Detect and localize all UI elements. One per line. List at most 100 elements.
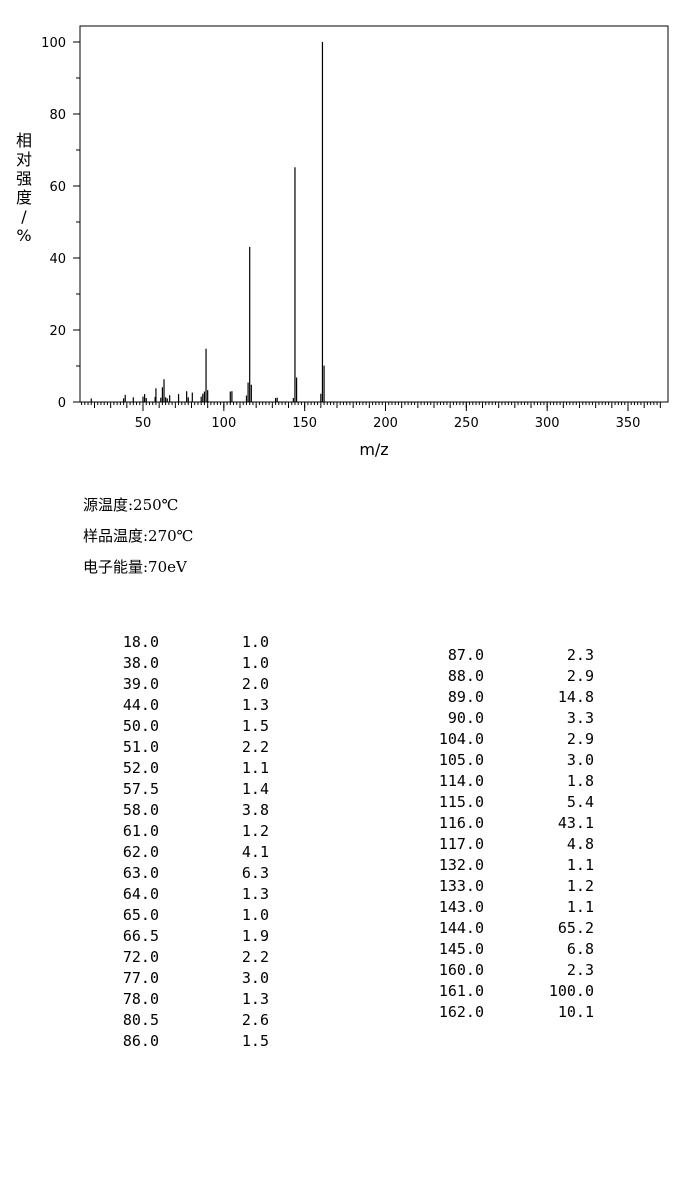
table-row: 65.0 1.0: [0, 905, 687, 926]
intensity-value: 4.8: [566, 835, 594, 853]
mz-value: 117.0: [438, 835, 484, 853]
intensity-value: 3.3: [566, 709, 594, 727]
mz-value: 65.0: [122, 906, 159, 924]
x-tick-label: 250: [454, 416, 479, 431]
mz-value: 72.0: [122, 948, 159, 966]
table-row: 90.0 3.3: [0, 708, 687, 729]
intensity-value: 1.1: [241, 759, 269, 777]
table-row: 77.0 3.0: [0, 968, 687, 989]
intensity-value: 2.3: [566, 646, 594, 664]
intensity-value: 43.1: [557, 814, 594, 832]
table-row: 116.0 43.1: [0, 813, 687, 834]
table-row: 51.0 2.2: [0, 737, 687, 758]
intensity-value: 100.0: [548, 982, 594, 1000]
y-axis-label-char: 强: [16, 169, 32, 188]
mz-value: 61.0: [122, 822, 159, 840]
condition-line: 样品温度:270℃: [83, 527, 194, 545]
intensity-value: 3.0: [566, 751, 594, 769]
x-tick-label: 300: [535, 416, 560, 431]
y-tick-label: 20: [49, 324, 66, 339]
mz-value: 133.0: [438, 877, 484, 895]
table-row: 161.0 100.0: [0, 981, 687, 1002]
table-row: 143.0 1.1: [0, 897, 687, 918]
mz-value: 86.0: [122, 1032, 159, 1050]
y-axis-label-char: %: [16, 226, 31, 245]
table-row: 145.0 6.8: [0, 939, 687, 960]
intensity-value: 2.9: [566, 667, 594, 685]
mz-value: 57.5: [122, 780, 159, 798]
intensity-value: 1.8: [566, 772, 594, 790]
mz-value: 132.0: [438, 856, 484, 874]
y-tick-label: 80: [49, 108, 66, 123]
mz-value: 145.0: [438, 940, 484, 958]
x-tick-label: 50: [135, 416, 152, 431]
table-row: 80.5 2.6: [0, 1010, 687, 1031]
mz-value: 78.0: [122, 990, 159, 1008]
mz-value: 162.0: [438, 1003, 484, 1021]
y-tick-label: 0: [58, 396, 66, 411]
table-row: 66.5 1.9: [0, 926, 687, 947]
mz-value: 80.5: [122, 1011, 159, 1029]
mass-spectrum-chart: 50 100 150 200 250 300 350 0 20 40 60 80 100 m/z 相对…: [16, 25, 669, 459]
intensity-value: 1.2: [566, 877, 594, 895]
intensity-value: 10.1: [557, 1003, 594, 1021]
table-row: 64.0 1.3: [0, 884, 687, 905]
mz-value: 89.0: [447, 688, 484, 706]
mz-value: 39.0: [122, 675, 159, 693]
table-row: 58.0 3.8: [0, 800, 687, 821]
y-tick-label: 100: [41, 36, 66, 51]
table-row: 63.0 6.3: [0, 863, 687, 884]
mz-value: 18.0: [122, 633, 159, 651]
mz-value: 87.0: [447, 646, 484, 664]
mz-value: 63.0: [122, 864, 159, 882]
peak-table-left: 18.0 1.0 38.0 1.0 39.0 2.0 44.0 1.3 50.0 1.5 51.0 2…: [0, 632, 687, 1052]
mz-value: 115.0: [438, 793, 484, 811]
mz-value: 104.0: [438, 730, 484, 748]
table-row: 105.0 3.0: [0, 750, 687, 771]
table-row: 44.0 1.3: [0, 695, 687, 716]
mz-value: 58.0: [122, 801, 159, 819]
intensity-value: 5.4: [566, 793, 594, 811]
y-tick-label: 40: [49, 252, 66, 267]
intensity-value: 1.3: [241, 990, 269, 1008]
mz-value: 144.0: [438, 919, 484, 937]
table-row: 52.0 1.1: [0, 758, 687, 779]
table-row: 62.0 4.1: [0, 842, 687, 863]
y-tick-label: 60: [49, 180, 66, 195]
intensity-value: 3.0: [241, 969, 269, 987]
y-axis-label-char: 度: [16, 188, 32, 207]
mz-value: 44.0: [122, 696, 159, 714]
condition-line: 电子能量:70eV: [83, 558, 187, 576]
mz-value: 50.0: [122, 717, 159, 735]
mz-value: 64.0: [122, 885, 159, 903]
intensity-value: 4.1: [241, 843, 269, 861]
x-tick-label: 100: [211, 416, 236, 431]
table-row: 87.0 2.3: [0, 645, 687, 666]
table-row: 38.0 1.0: [0, 653, 687, 674]
table-row: 72.0 2.2: [0, 947, 687, 968]
table-row: 18.0 1.0: [0, 632, 687, 653]
intensity-value: 65.2: [557, 919, 594, 937]
mz-value: 90.0: [447, 709, 484, 727]
mz-value: 105.0: [438, 751, 484, 769]
table-row: 86.0 1.5: [0, 1031, 687, 1052]
mz-value: 66.5: [122, 927, 159, 945]
table-row: 50.0 1.5: [0, 716, 687, 737]
table-row: 115.0 5.4: [0, 792, 687, 813]
table-row: 104.0 2.9: [0, 729, 687, 750]
intensity-value: 1.2: [241, 822, 269, 840]
table-row: 132.0 1.1: [0, 855, 687, 876]
intensity-value: 1.1: [566, 856, 594, 874]
table-row: 88.0 2.9: [0, 666, 687, 687]
table-row: 39.0 2.0: [0, 674, 687, 695]
peak-table-right: 87.0 2.3 88.0 2.9 89.0 14.8 90.0 3.3 104.0 2.9 105…: [0, 645, 687, 1023]
table-row: 160.0 2.3: [0, 960, 687, 981]
mz-value: 114.0: [438, 772, 484, 790]
intensity-value: 1.0: [241, 906, 269, 924]
spectrum-peaks: [90, 42, 325, 402]
y-axis-label-char: 对: [16, 150, 32, 169]
table-row: 144.0 65.2: [0, 918, 687, 939]
mz-value: 51.0: [122, 738, 159, 756]
minor-x-ticks: [81, 402, 661, 408]
